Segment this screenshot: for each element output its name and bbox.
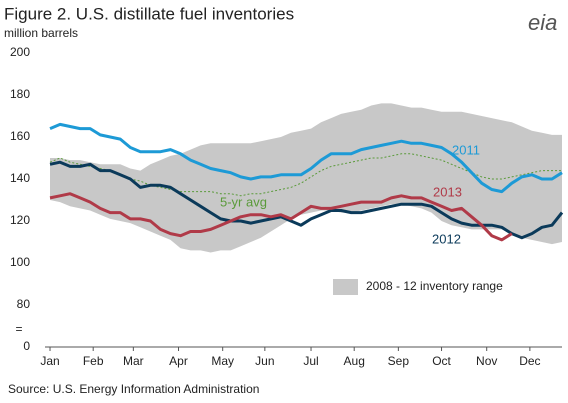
series-label: 2012 [432,231,461,246]
chart-title: Figure 2. U.S. distillate fuel inventori… [4,4,294,23]
legend-label: 2008 - 12 inventory range [366,279,503,293]
subtitle: million barrels [4,26,78,40]
legend-swatch [333,279,358,295]
y-tick-label: 100 [10,255,30,269]
logo: eia [528,10,557,35]
x-tick-label: Oct [432,354,451,368]
series-line [49,122,563,194]
x-tick-label: Feb [83,354,104,368]
series-label: 5-yr avg [220,194,267,209]
x-tick-label: Sep [388,354,410,368]
series-label: 2013 [433,184,462,199]
y-tick-label: 80 [17,297,31,311]
series-line [49,192,513,242]
range-area [50,103,563,253]
x-tick-label: Jun [255,354,274,368]
y-tick-label: 180 [10,87,30,101]
x-tick-label: Aug [344,354,365,368]
y-tick-label: 120 [10,213,30,227]
series-line [49,153,562,197]
y-tick-label: 160 [10,129,30,143]
x-tick-label: Nov [476,354,497,368]
source: Source: U.S. Energy Information Administ… [8,382,259,396]
y-tick-label: 0 [23,339,30,353]
axis-break: = [15,322,22,336]
x-tick-label: Apr [169,354,188,368]
x-tick-label: May [211,354,234,368]
x-tick-label: Jul [303,354,318,368]
x-tick-label: Dec [519,354,540,368]
y-tick-label: 140 [10,171,30,185]
x-tick-label: Mar [123,354,144,368]
y-tick-label: 200 [10,45,30,59]
series-line [49,160,564,240]
x-tick-label: Jan [40,354,59,368]
series-label: 2011 [452,142,480,157]
